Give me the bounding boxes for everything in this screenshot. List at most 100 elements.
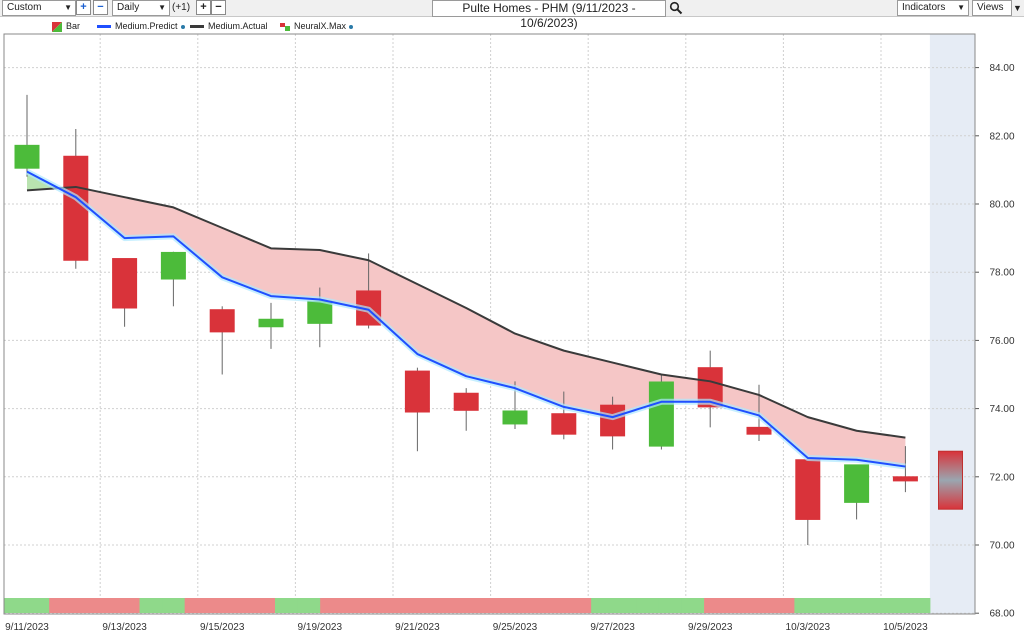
band-green — [27, 171, 76, 198]
legend-actual-label: Medium.Actual — [208, 21, 268, 31]
signal-strip-segment — [365, 598, 389, 613]
candle-body — [892, 476, 918, 482]
candle-body — [453, 392, 479, 411]
x-tick-label: 9/19/2023 — [298, 622, 343, 633]
chart-title[interactable]: Pulte Homes - PHM (9/11/2023 - 10/6/2023… — [432, 0, 666, 30]
views-label: Views — [977, 2, 1004, 13]
plot-frame — [3, 33, 976, 615]
signal-strip-segment — [455, 598, 479, 613]
candle-body — [746, 426, 772, 435]
signal-strip-segment — [320, 598, 344, 613]
chevron-down-icon: ▼ — [64, 3, 72, 12]
medium-predict-line-glow — [25, 168, 906, 470]
signal-strip-segment — [862, 598, 886, 613]
indicators-label: Indicators — [902, 2, 946, 13]
candle-body — [844, 464, 870, 503]
candle-body — [14, 144, 40, 169]
candle-body — [63, 155, 89, 261]
signal-strip-segment — [816, 598, 841, 613]
x-tick-label: 10/5/2023 — [883, 622, 928, 633]
y-tick-label: 80.00 — [989, 200, 1014, 211]
indicators-select[interactable]: Indicators ▼ — [897, 0, 969, 16]
signal-strip-segment — [658, 598, 682, 613]
legend-neural-label: NeuralX.Max — [294, 21, 347, 31]
candle-body — [648, 381, 674, 447]
range-select-value: Custom — [7, 2, 42, 13]
chevron-down-icon: ▼ — [957, 3, 965, 12]
interval-select[interactable]: Daily ▼ — [112, 0, 170, 16]
views-select[interactable]: Views — [972, 0, 1012, 16]
signal-strip-segment — [591, 598, 615, 613]
signal-strip-segment — [410, 598, 434, 613]
bar-legend-icon — [52, 21, 62, 32]
zoom-in-button[interactable]: + — [76, 0, 91, 15]
y-tick-label: 82.00 — [989, 131, 1014, 142]
range-select[interactable]: Custom ▼ — [2, 0, 76, 16]
legend-bar-label: Bar — [66, 21, 81, 31]
y-tick-label: 74.00 — [989, 404, 1014, 415]
signal-strip-segment — [229, 598, 253, 613]
candle-body — [209, 309, 235, 333]
interval-select-value: Daily — [117, 2, 140, 13]
zoom-out-button[interactable]: − — [93, 0, 108, 15]
neural-legend-icon — [280, 22, 290, 31]
signal-strip-segment — [568, 598, 592, 613]
candle-body — [404, 370, 430, 413]
signal-strip-segment — [139, 598, 163, 613]
x-tick-label: 9/29/2023 — [688, 622, 733, 633]
signal-strip-segment — [749, 598, 773, 613]
signal-strip-segment — [387, 598, 411, 613]
signal-strip-segment — [342, 598, 366, 613]
signal-strip-segment — [116, 598, 140, 613]
candle-body — [356, 290, 382, 326]
candle-body — [697, 367, 723, 408]
signal-strip-segment — [207, 598, 231, 613]
legend-actual: Medium.Actual — [190, 20, 268, 32]
legend-bar: Bar — [52, 20, 80, 32]
forecast-region — [929, 34, 975, 614]
signal-strip-segment — [297, 598, 321, 613]
signal-strip-segment — [162, 598, 186, 613]
signal-strip-segment — [26, 598, 50, 613]
signal-strip-segment — [907, 598, 931, 613]
views-menu-icon[interactable]: ▼ — [1013, 3, 1022, 13]
candle-body — [551, 413, 577, 435]
x-tick-label: 9/11/2023 — [5, 622, 49, 633]
y-tick-label: 70.00 — [989, 541, 1014, 552]
signal-strip-segment — [839, 598, 863, 613]
signal-strip-segment — [726, 598, 750, 613]
signal-strip-segment — [545, 598, 570, 613]
chevron-down-icon: ▼ — [158, 3, 166, 12]
neuralx-max-bar — [938, 450, 963, 510]
candle-body — [600, 404, 626, 437]
candle-body — [160, 251, 186, 280]
signal-strip-segment — [523, 598, 547, 613]
candle-body — [258, 318, 284, 328]
y-tick-label: 72.00 — [989, 472, 1014, 483]
toolbar: Custom ▼ + − Daily ▼ (+1) + − Pulte Home… — [0, 0, 1024, 30]
signal-strip-segment — [4, 598, 28, 613]
signal-strip-segment — [636, 598, 660, 613]
signal-strip-segment — [49, 598, 73, 613]
search-icon[interactable] — [669, 1, 683, 15]
legend-neural: NeuralX.Max — [280, 20, 354, 32]
candle-body — [795, 459, 821, 520]
signal-strip-segment — [94, 598, 118, 613]
signal-strip-segment — [71, 598, 95, 613]
x-tick-label: 9/15/2023 — [200, 622, 245, 633]
remove-offset-button[interactable]: − — [211, 0, 226, 15]
candle-body — [112, 258, 138, 309]
y-tick-label: 78.00 — [989, 268, 1014, 279]
signal-strip-segment — [252, 598, 276, 613]
signal-strip-segment — [433, 598, 457, 613]
y-tick-label: 84.00 — [989, 63, 1014, 74]
predict-line-icon — [97, 24, 111, 28]
signal-strip-segment — [500, 598, 524, 613]
x-tick-label: 9/13/2023 — [102, 622, 147, 633]
medium-actual-line — [26, 185, 906, 439]
add-offset-button[interactable]: + — [196, 0, 211, 15]
band-red — [75, 186, 906, 467]
x-tick-label: 10/3/2023 — [786, 622, 831, 633]
x-tick-label: 9/21/2023 — [395, 622, 440, 633]
